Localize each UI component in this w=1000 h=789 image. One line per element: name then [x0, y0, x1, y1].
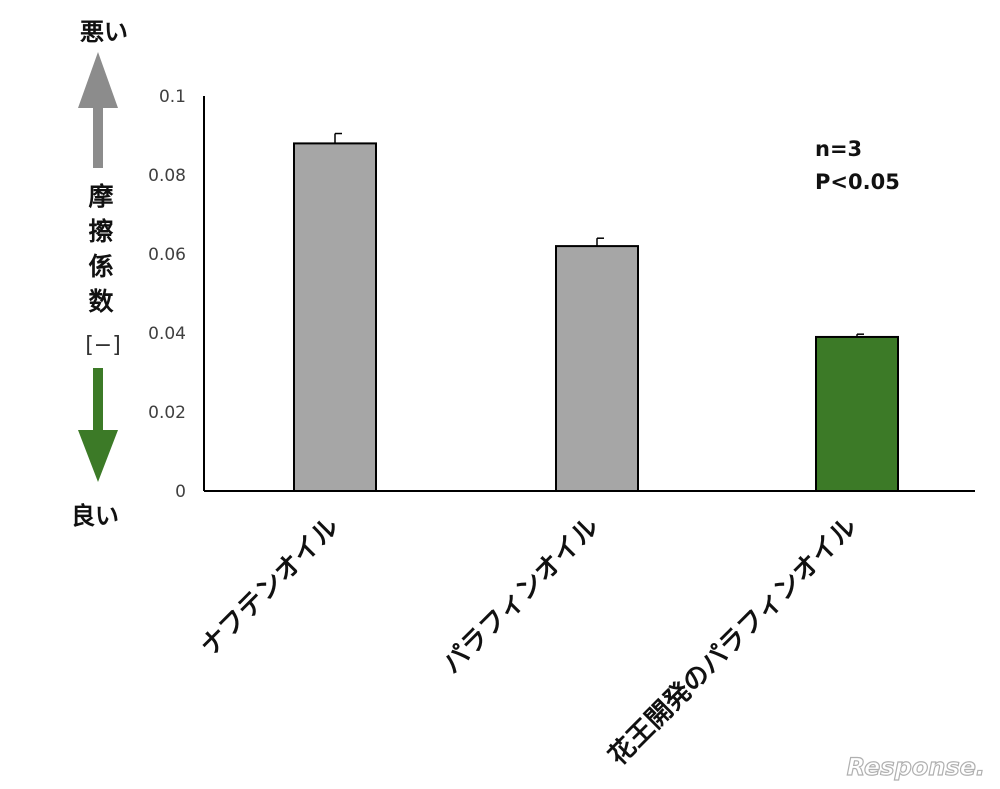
category-label: ナフテンオイル — [195, 512, 345, 662]
y-axis-label-char: 擦 — [88, 217, 113, 246]
category-label: 花王開発のパラフィンオイル — [603, 512, 863, 772]
annotation-p: P<0.05 — [815, 170, 900, 194]
watermark-logo: Response. — [847, 753, 985, 781]
annotation-n: n=3 — [815, 137, 862, 161]
y-tick-labels: 0 0.02 0.04 0.06 0.08 0.1 — [148, 87, 186, 502]
y-axis-label-char: 摩 — [88, 182, 113, 211]
better-label: 良い — [71, 502, 119, 530]
down-arrow-icon — [78, 368, 118, 482]
y-tick-label: 0.08 — [148, 166, 186, 186]
y-tick-label: 0.1 — [159, 87, 186, 107]
y-tick-label: 0.06 — [148, 245, 186, 265]
y-tick-label: 0 — [175, 482, 186, 502]
y-axis-label-char: 係 — [88, 252, 113, 281]
category-label: パラフィンオイル — [437, 512, 605, 680]
worse-label: 悪い — [80, 18, 128, 46]
bars — [293, 132, 899, 493]
y-axis-unit: [−] — [85, 333, 121, 358]
up-arrow-icon — [78, 52, 118, 168]
y-axis-label-char: 数 — [88, 287, 114, 316]
bar — [293, 142, 377, 492]
y-tick-label: 0.02 — [148, 403, 186, 423]
bar — [815, 335, 899, 493]
y-tick-label: 0.04 — [148, 324, 186, 344]
bar — [555, 245, 639, 492]
